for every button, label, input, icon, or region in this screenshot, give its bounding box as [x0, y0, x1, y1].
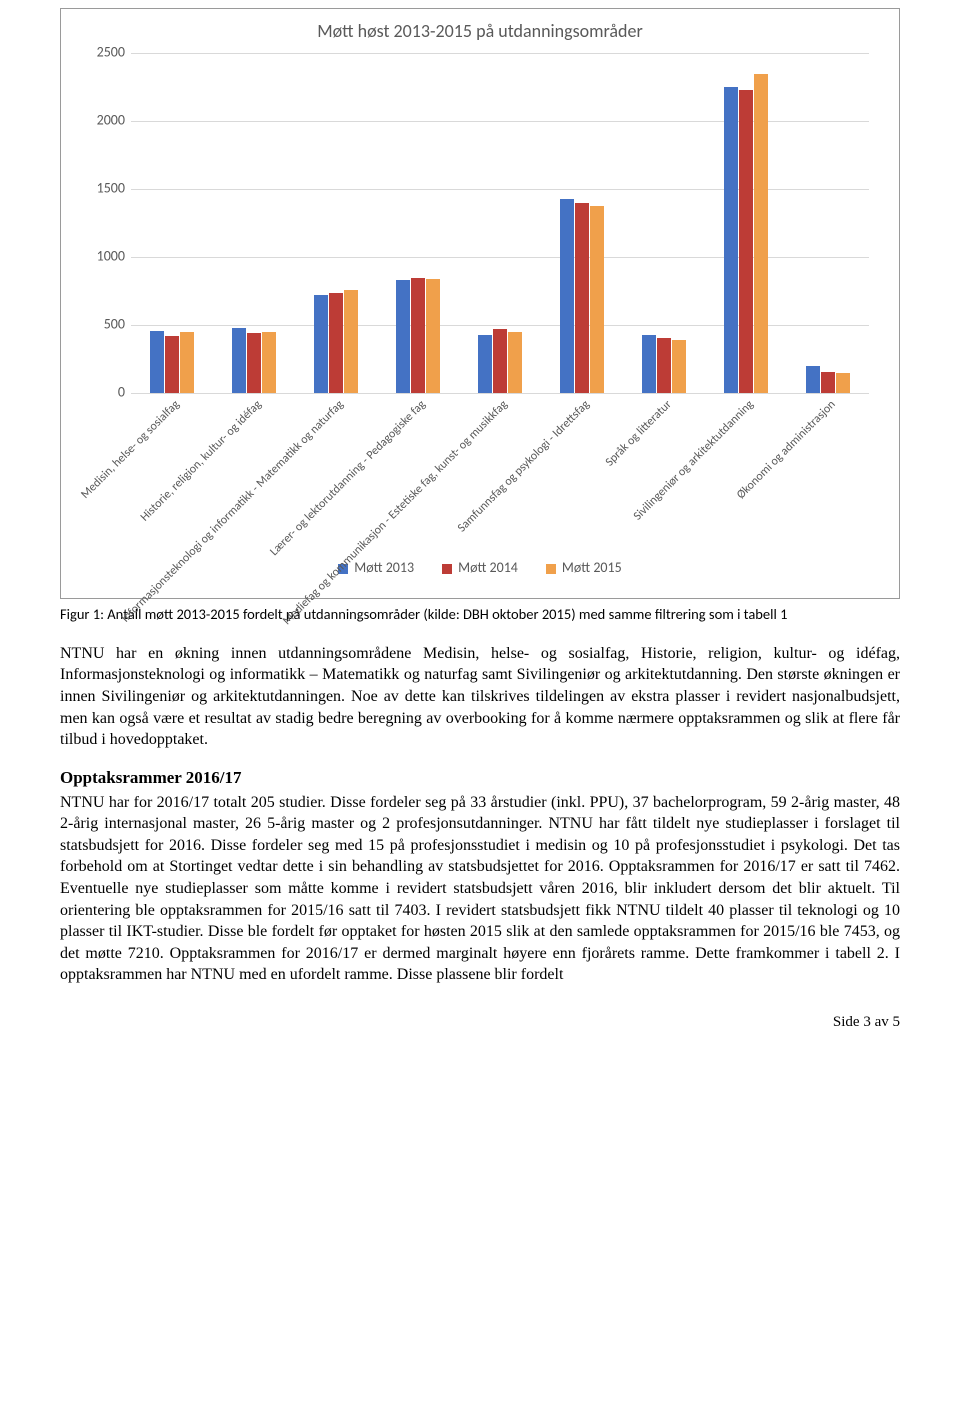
chart-bar: [806, 366, 820, 393]
chart-plot-area: 05001000150020002500: [131, 53, 869, 393]
chart-bar: [396, 280, 410, 393]
chart-bar: [314, 295, 328, 393]
legend-swatch-icon: [546, 564, 556, 574]
chart-bar: [560, 199, 574, 393]
chart-ytick: 1000: [81, 248, 125, 267]
chart-bar: [642, 335, 656, 393]
chart-bar: [232, 328, 246, 393]
chart-category-column: [377, 53, 459, 393]
paragraph-1: NTNU har en økning innen utdanningsområd…: [60, 643, 900, 751]
chart-bar: [657, 338, 671, 394]
chart-container: Møtt høst 2013-2015 på utdanningsområder…: [60, 8, 900, 599]
chart-bar: [344, 290, 358, 393]
page-footer: Side 3 av 5: [60, 1012, 900, 1032]
chart-category-column: [705, 53, 787, 393]
section-heading: Opptaksrammer 2016/17: [60, 767, 900, 790]
chart-bar: [739, 90, 753, 393]
figure-caption: Figur 1: Antall møtt 2013-2015 fordelt p…: [60, 605, 900, 625]
chart-legend: Møtt 2013 Møtt 2014 Møtt 2015: [81, 559, 879, 578]
chart-ytick: 1500: [81, 180, 125, 199]
chart-bar: [426, 279, 440, 393]
chart-category-column: [131, 53, 213, 393]
legend-label: Møtt 2014: [458, 559, 518, 578]
chart-bar: [590, 206, 604, 394]
chart-x-labels: Medisin, helse- og sosialfagHistorie, re…: [131, 393, 869, 553]
chart-bar: [478, 335, 492, 393]
chart-ytick: 500: [81, 316, 125, 335]
chart-bar: [754, 74, 768, 394]
chart-bar: [411, 278, 425, 394]
chart-category-column: [541, 53, 623, 393]
chart-bar: [575, 203, 589, 393]
chart-bar: [508, 332, 522, 393]
chart-bar: [724, 87, 738, 393]
chart-category-column: [295, 53, 377, 393]
chart-ytick: 2500: [81, 44, 125, 63]
chart-bar: [150, 331, 164, 394]
chart-title: Møtt høst 2013-2015 på utdanningsområder: [81, 19, 879, 43]
chart-category-column: [213, 53, 295, 393]
legend-label: Møtt 2013: [354, 559, 414, 578]
chart-bar: [672, 340, 686, 393]
chart-bar: [836, 373, 850, 393]
chart-bar: [821, 372, 835, 394]
chart-bar: [262, 332, 276, 393]
chart-bar: [180, 332, 194, 393]
legend-swatch-icon: [442, 564, 452, 574]
chart-bar: [165, 336, 179, 393]
chart-category-column: [787, 53, 869, 393]
chart-legend-item: Møtt 2015: [546, 559, 622, 578]
chart-ytick: 0: [81, 384, 125, 403]
chart-legend-item: Møtt 2014: [442, 559, 518, 578]
chart-category-column: [459, 53, 541, 393]
chart-category-column: [623, 53, 705, 393]
paragraph-2: NTNU har for 2016/17 totalt 205 studier.…: [60, 792, 900, 986]
chart-ytick: 2000: [81, 112, 125, 131]
chart-bar: [493, 329, 507, 393]
chart-bar: [247, 333, 261, 393]
chart-bar: [329, 293, 343, 394]
legend-label: Møtt 2015: [562, 559, 622, 578]
